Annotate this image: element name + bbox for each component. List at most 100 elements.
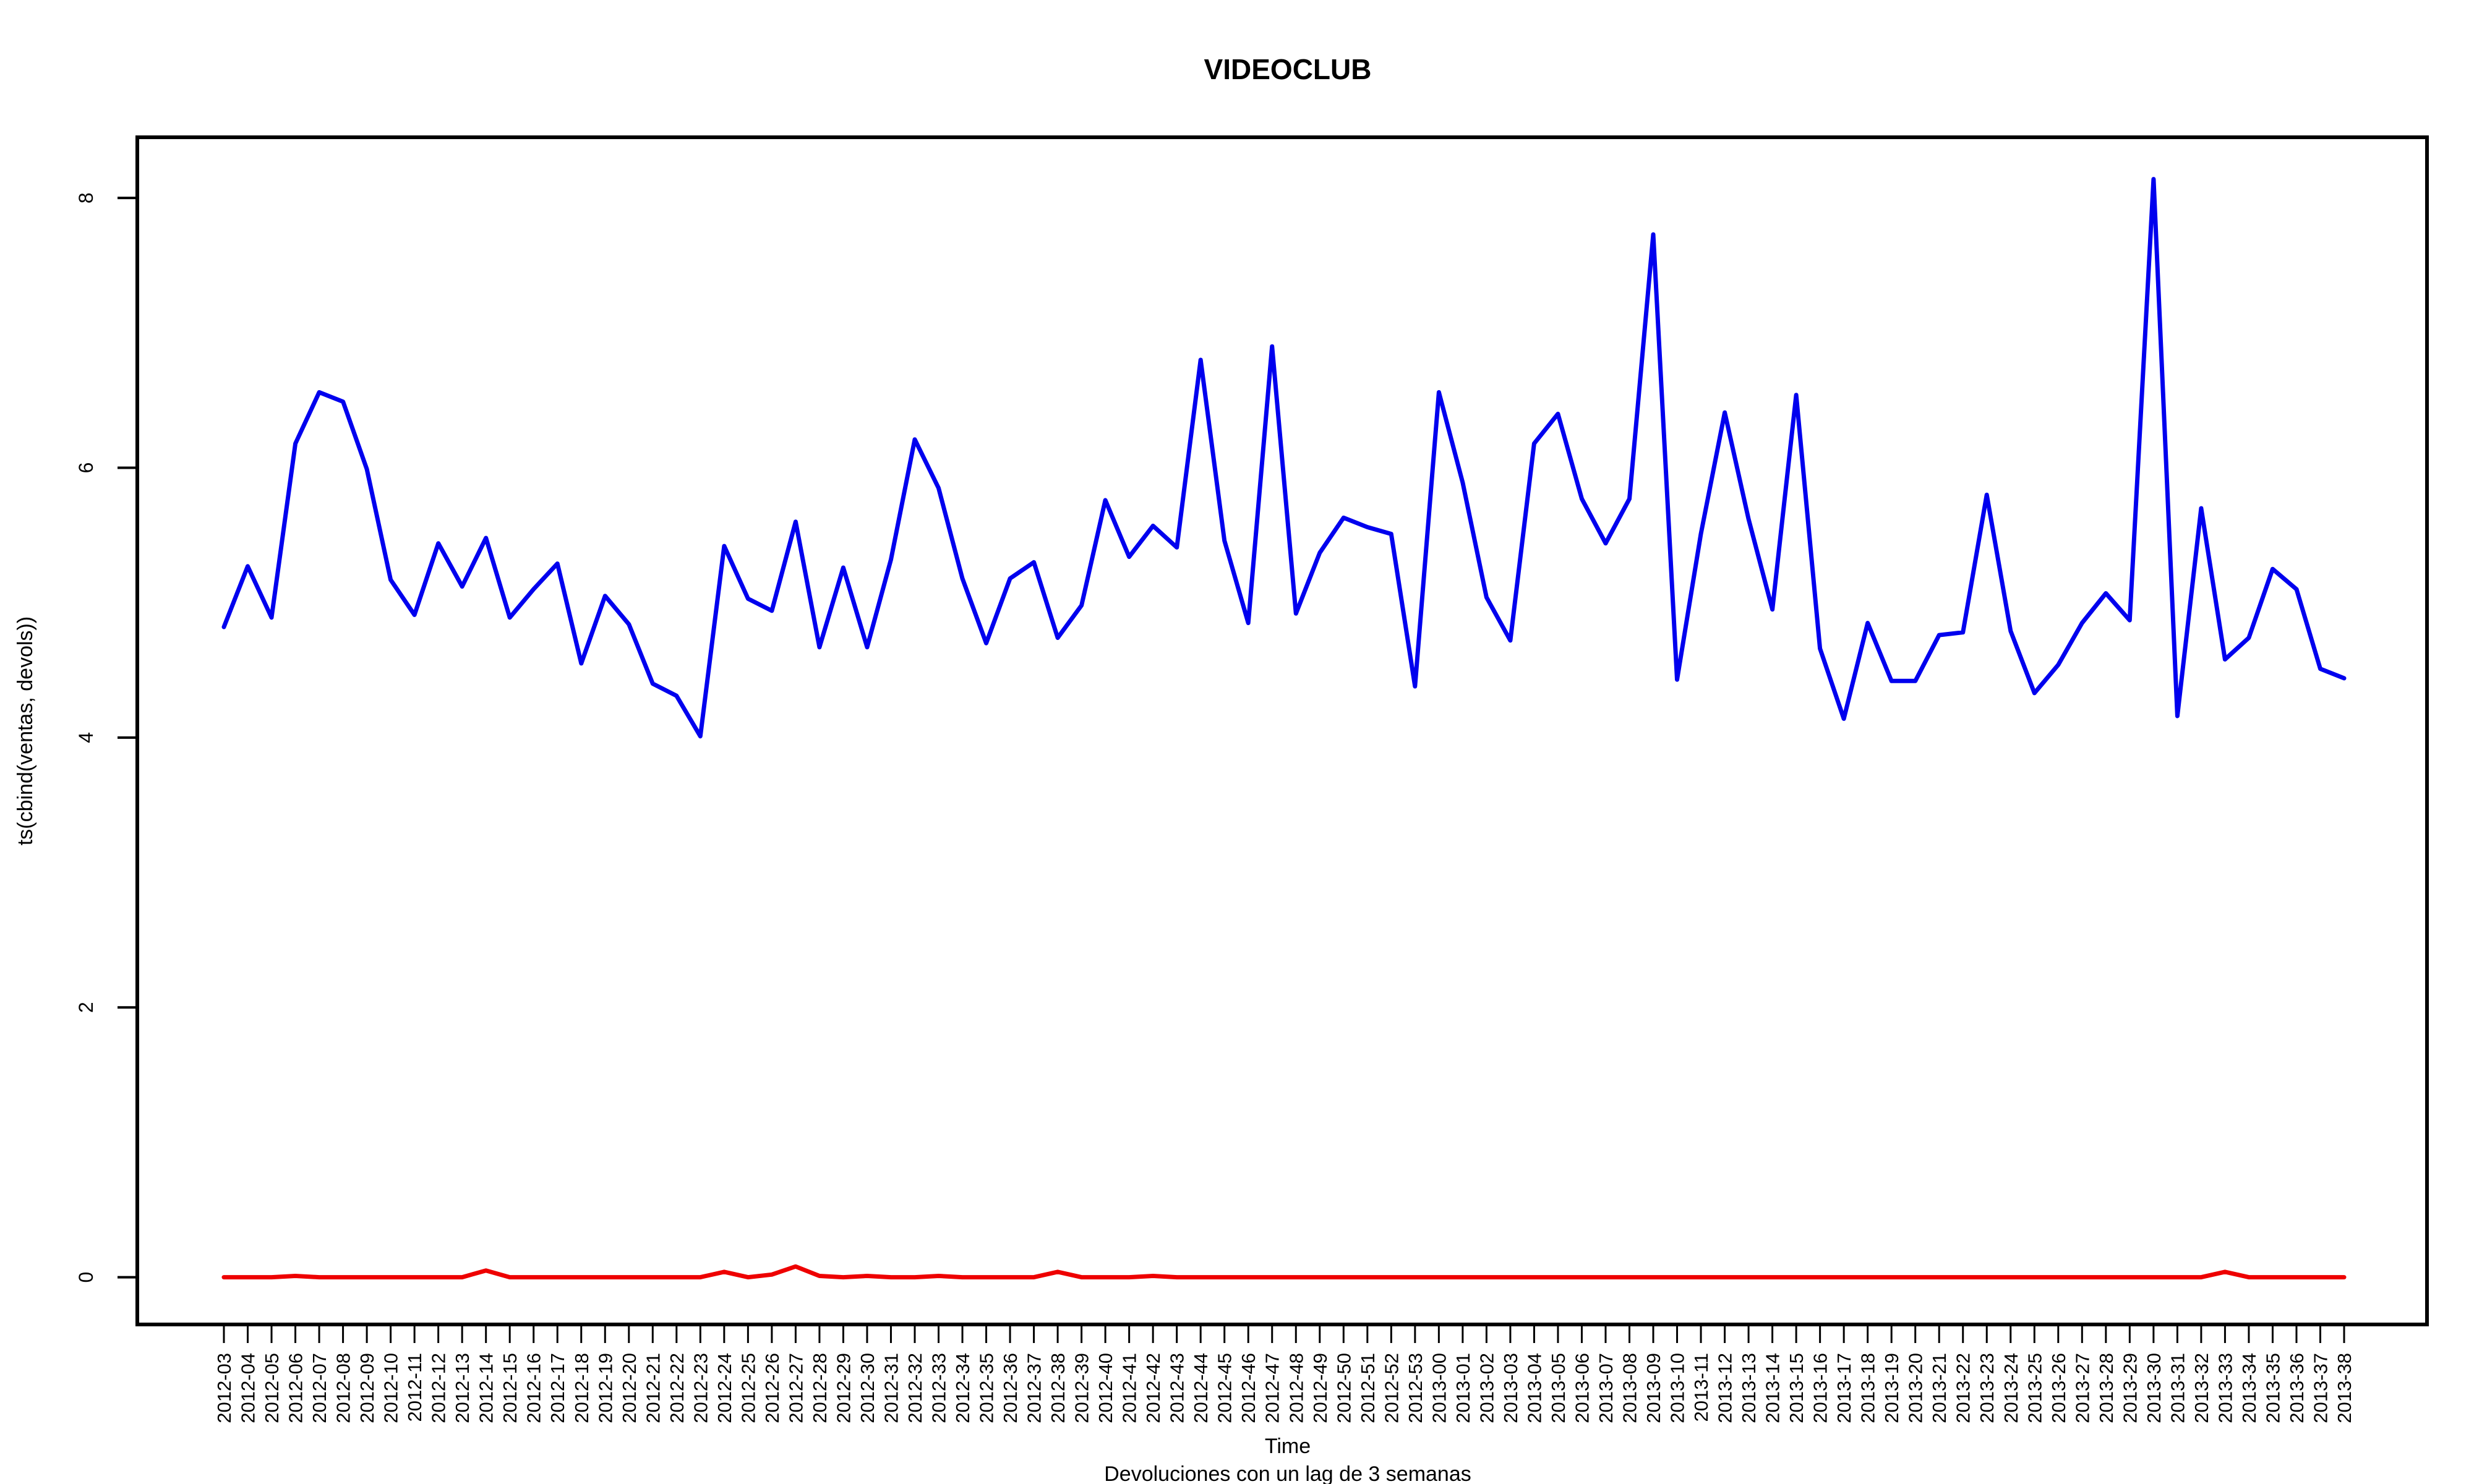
x-tick-label: 2013-35: [2262, 1353, 2284, 1423]
x-tick-label: 2012-08: [333, 1353, 354, 1423]
x-tick-label: 2012-38: [1047, 1353, 1069, 1423]
x-tick-label: 2013-06: [1571, 1353, 1593, 1423]
y-tick-label: 2: [75, 1002, 97, 1013]
chart-subtitle: Devoluciones con un lag de 3 semanas: [1104, 1462, 1471, 1484]
x-tick-label: 2013-00: [1428, 1353, 1450, 1423]
x-tick-label: 2013-21: [1928, 1353, 1950, 1423]
x-tick-label: 2013-11: [1690, 1353, 1712, 1422]
x-tick-label: 2013-28: [2095, 1353, 2117, 1423]
x-tick-label: 2012-28: [809, 1353, 831, 1423]
y-axis: 0 2 4 6 8: [75, 192, 137, 1283]
y-tick-label: 8: [75, 192, 97, 203]
x-tick-label: 2013-18: [1857, 1353, 1879, 1423]
x-tick-label: 2012-40: [1095, 1353, 1116, 1423]
x-tick-label: 2012-11: [404, 1353, 426, 1422]
x-tick-label: 2012-10: [380, 1353, 402, 1423]
x-tick-label: 2013-29: [2119, 1353, 2141, 1423]
x-tick-label: 2013-09: [1643, 1353, 1664, 1423]
y-tick-label: 4: [75, 732, 97, 743]
y-axis-label: ts(cbind(ventas, devols)): [14, 616, 37, 845]
x-tick-label: 2012-42: [1142, 1353, 1164, 1423]
x-tick-label: 2012-44: [1190, 1353, 1212, 1423]
x-tick-label: 2013-19: [1881, 1353, 1903, 1423]
series-layer: [221, 177, 2347, 1280]
x-tick-label: 2012-37: [1024, 1353, 1045, 1423]
x-tick-label: 2013-14: [1762, 1353, 1784, 1423]
x-tick-label: 2013-32: [2191, 1353, 2212, 1423]
x-tick-label: 2012-30: [857, 1353, 878, 1423]
x-tick-label: 2013-27: [2071, 1353, 2093, 1423]
x-tick-label: 2012-49: [1309, 1353, 1331, 1423]
x-tick-label: 2012-05: [261, 1353, 283, 1423]
x-tick-label: 2012-16: [523, 1353, 545, 1423]
y-tick-label: 6: [75, 463, 97, 474]
x-tick-label: 2012-15: [499, 1353, 521, 1423]
x-tick-label: 2013-16: [1810, 1353, 1831, 1423]
series-line-1: [221, 177, 2347, 739]
x-tick-label: 2012-14: [476, 1353, 497, 1423]
x-tick-label: 2012-20: [618, 1353, 640, 1423]
x-tick-label: 2012-22: [666, 1353, 688, 1423]
x-tick-label: 2012-39: [1071, 1353, 1093, 1423]
x-tick-label: 2012-41: [1119, 1353, 1141, 1423]
x-tick-label: 2013-07: [1595, 1353, 1617, 1423]
x-tick-label: 2013-20: [1905, 1353, 1927, 1423]
x-tick-label: 2013-37: [2309, 1353, 2331, 1423]
x-tick-label: 2012-29: [833, 1353, 854, 1423]
x-tick-label: 2013-02: [1476, 1353, 1497, 1423]
x-tick-label: 2013-26: [2048, 1353, 2070, 1423]
x-tick-label: 2013-25: [2024, 1353, 2045, 1423]
x-tick-label: 2012-48: [1285, 1353, 1307, 1423]
x-tick-label: 2012-52: [1380, 1353, 1402, 1423]
x-tick-label: 2012-07: [309, 1353, 330, 1423]
series-line-2: [221, 1264, 2347, 1280]
x-tick-label: 2012-31: [880, 1353, 902, 1423]
x-tick-label: 2013-04: [1523, 1353, 1545, 1423]
x-axis: 2012-03 2012-04 2012-05 2012-06 2012-07 2012-…: [213, 1324, 2355, 1423]
x-tick-label: 2012-13: [452, 1353, 473, 1423]
x-tick-label: 2013-01: [1452, 1353, 1474, 1423]
chart-title: VIDEOCLUB: [1204, 53, 1372, 85]
x-tick-label: 2012-04: [238, 1353, 259, 1423]
x-tick-label: 2012-33: [928, 1353, 950, 1423]
x-tick-label: 2012-25: [737, 1353, 759, 1423]
x-tick-label: 2013-34: [2238, 1353, 2260, 1423]
x-axis-label: Time: [1265, 1435, 1311, 1458]
x-tick-label: 2012-46: [1238, 1353, 1259, 1423]
x-tick-label: 2012-43: [1166, 1353, 1188, 1423]
x-tick-label: 2012-34: [952, 1353, 974, 1423]
x-tick-label: 2012-50: [1333, 1353, 1355, 1423]
x-tick-label: 2013-08: [1619, 1353, 1640, 1423]
x-tick-label: 2013-30: [2143, 1353, 2165, 1423]
x-tick-label: 2013-03: [1500, 1353, 1522, 1423]
x-tick-label: 2012-21: [642, 1353, 664, 1423]
x-tick-label: 2012-24: [714, 1353, 735, 1423]
x-tick-label: 2013-33: [2214, 1353, 2236, 1423]
x-tick-label: 2012-23: [690, 1353, 711, 1423]
x-tick-label: 2012-03: [213, 1353, 235, 1423]
x-tick-label: 2012-17: [547, 1353, 568, 1423]
x-tick-label: 2013-05: [1547, 1353, 1569, 1423]
x-tick-label: 2013-10: [1667, 1353, 1689, 1423]
y-tick-label: 0: [75, 1272, 97, 1283]
x-tick-label: 2013-38: [2334, 1353, 2355, 1423]
x-tick-label: 2012-19: [594, 1353, 616, 1423]
x-tick-label: 2012-51: [1357, 1353, 1379, 1423]
x-tick-label: 2012-26: [761, 1353, 783, 1423]
x-tick-label: 2012-47: [1262, 1353, 1283, 1423]
x-tick-label: 2013-31: [2167, 1353, 2188, 1423]
x-tick-label: 2012-35: [976, 1353, 998, 1423]
x-tick-label: 2012-09: [356, 1353, 378, 1423]
x-tick-label: 2012-27: [785, 1353, 807, 1423]
x-tick-label: 2012-12: [428, 1353, 450, 1423]
x-tick-label: 2013-23: [1976, 1353, 1998, 1423]
x-tick-label: 2012-06: [285, 1353, 307, 1423]
x-tick-label: 2013-15: [1786, 1353, 1807, 1423]
x-tick-label: 2013-24: [2000, 1353, 2022, 1423]
x-tick-label: 2013-22: [1953, 1353, 1974, 1423]
x-tick-label: 2013-36: [2286, 1353, 2308, 1423]
x-tick-label: 2012-36: [999, 1353, 1021, 1423]
x-tick-label: 2013-12: [1714, 1353, 1736, 1423]
